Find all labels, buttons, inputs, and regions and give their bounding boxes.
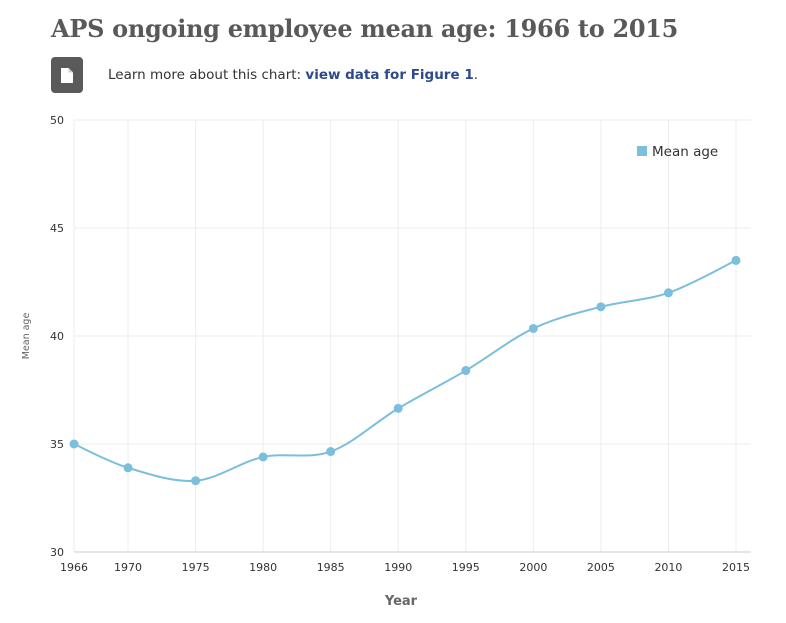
data-link-row: Learn more about this chart: view data f… [51,57,478,93]
legend-swatch-0 [637,146,647,156]
y-tick-label-30: 30 [50,546,64,559]
x-tick-label-1995: 1995 [452,561,480,574]
y-tick-label-45: 45 [50,222,64,235]
grid-lines [73,119,751,553]
y-tick-label-40: 40 [50,330,64,343]
x-tick-label-1980: 1980 [249,561,277,574]
data-point-1990 [393,403,403,413]
data-point-1975 [191,476,201,486]
document-icon [61,67,73,83]
legend-label-0: Mean age [652,144,718,160]
data-point-2010 [663,288,673,298]
data-point-2015 [731,255,741,265]
x-tick-label-1975: 1975 [182,561,210,574]
page-title: APS ongoing employee mean age: 1966 to 2… [51,14,679,43]
y-tick-label-50: 50 [50,114,64,127]
data-point-2000 [528,323,538,333]
y-axis-title: Mean age [21,313,32,360]
series-mean-age [69,255,741,486]
series-line-0 [73,259,737,482]
x-axis-title: Year [384,594,418,609]
data-point-1985 [326,447,336,457]
data-point-2005 [596,302,606,312]
axes: 30 35 40 45 50 1966 1970 1975 1980 1985 1990 1995 20… [21,114,751,609]
x-tick-label-2005: 2005 [587,561,615,574]
link-prefix: Learn more about this chart: [108,67,306,83]
view-data-button[interactable] [51,57,83,93]
x-tick-label-2015: 2015 [722,561,750,574]
x-tick-label-2000: 2000 [519,561,547,574]
x-tick-label-1970: 1970 [114,561,142,574]
data-point-1995 [461,366,471,376]
x-tick-label-1966: 1966 [60,561,88,574]
x-tick-label-2010: 2010 [654,561,682,574]
data-point-1970 [123,463,133,473]
x-tick-label-1990: 1990 [384,561,412,574]
link-suffix: . [473,67,479,83]
view-data-link[interactable]: view data for Figure 1 [305,67,474,83]
legend[interactable]: Mean age [637,144,718,160]
data-link-text: Learn more about this chart: view data f… [108,67,478,83]
data-point-1980 [258,452,268,462]
x-tick-label-1985: 1985 [317,561,345,574]
y-tick-label-35: 35 [50,438,64,451]
data-point-1966 [69,439,79,449]
